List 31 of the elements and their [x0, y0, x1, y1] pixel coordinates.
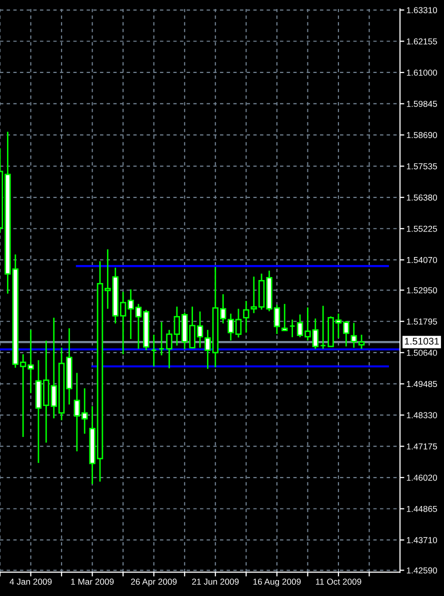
y-tick-label: 1.51795	[406, 318, 438, 325]
y-tick-label: 1.55225	[406, 226, 438, 232]
y-tick-label: 1.48330	[406, 412, 438, 418]
y-tick-label: 1.44865	[406, 506, 438, 512]
y-tick-label: 1.54070	[406, 256, 438, 264]
candlestick	[320, 305, 326, 350]
x-tick-label: 4 Jan 2009	[10, 578, 52, 585]
ref-line-label: 1.51031	[404, 338, 439, 345]
y-tick-label: 1.52950	[406, 287, 438, 294]
y-tick-label: 1.46020	[406, 474, 438, 481]
y-tick-label: 1.42590	[406, 567, 438, 574]
x-tick-label: 26 Apr 2009	[131, 578, 177, 586]
y-tick-label: 1.57535	[406, 163, 438, 170]
candlestick	[282, 303, 288, 332]
y-tick-label: 1.43710	[406, 537, 438, 544]
y-tick-label: 1.63310	[406, 7, 438, 14]
candlestick	[158, 321, 165, 356]
x-tick-label: 21 Jun 2009	[192, 578, 239, 585]
y-tick-label: 1.61000	[406, 70, 438, 76]
x-tick-label: 16 Aug 2009	[253, 578, 301, 586]
y-tick-label: 1.47175	[406, 443, 438, 450]
x-tick-label: 1 Mar 2009	[71, 578, 114, 585]
y-tick-label: 1.62155	[406, 38, 438, 44]
candlestick	[150, 334, 157, 368]
candlestick	[289, 318, 296, 338]
y-tick-label: 1.58690	[406, 132, 438, 138]
y-tick-label: 1.59845	[406, 100, 438, 107]
x-tick-label: 11 Oct 2009	[316, 578, 362, 585]
y-tick-label: 1.50640	[406, 350, 438, 356]
y-tick-label: 1.49485	[406, 380, 438, 388]
y-tick-label: 1.56380	[406, 194, 438, 201]
